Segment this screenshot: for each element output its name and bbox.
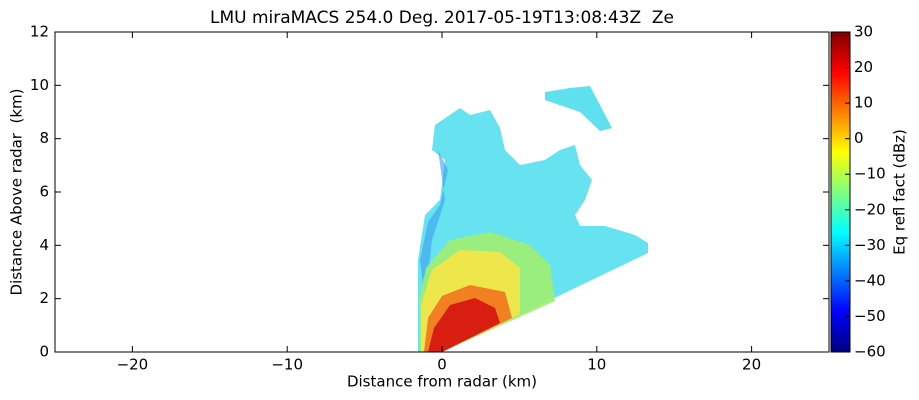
x-tick-label: −20 bbox=[117, 356, 149, 374]
colorbar-tick-label: −10 bbox=[854, 165, 886, 183]
x-axis-label: Distance from radar (km) bbox=[347, 373, 537, 391]
y-tick-label: 4 bbox=[39, 236, 49, 254]
chart-title: LMU miraMACS 254.0 Deg. 2017-05-19T13:08… bbox=[210, 8, 674, 28]
colorbar-tick-label: 0 bbox=[854, 129, 864, 147]
y-tick-label: 8 bbox=[39, 129, 49, 147]
colorbar-label: Eq refl fact (dBz) bbox=[891, 129, 909, 255]
x-tick-label: 0 bbox=[437, 356, 447, 374]
colorbar-tick-label: 30 bbox=[854, 23, 873, 41]
colorbar-tick-label: −30 bbox=[854, 236, 886, 254]
colorbar-tick-label: −40 bbox=[854, 271, 886, 289]
radar-echo-field bbox=[418, 86, 648, 352]
y-tick-label: 2 bbox=[39, 289, 49, 307]
radar-echo bbox=[420, 150, 448, 300]
colorbar-tick-label: 20 bbox=[854, 58, 873, 76]
y-tick-label: 0 bbox=[39, 343, 49, 361]
colorbar-tick-label: −60 bbox=[854, 343, 886, 361]
radar-echo bbox=[428, 298, 500, 352]
colorbar-tick-label: 10 bbox=[854, 94, 873, 112]
radar-echo bbox=[545, 86, 612, 131]
x-tick-label: 10 bbox=[587, 356, 606, 374]
y-axis-label: Distance Above radar (km) bbox=[8, 89, 26, 296]
colorbar bbox=[830, 31, 851, 353]
colorbar-tick-label: −50 bbox=[854, 307, 886, 325]
y-tick-label: 12 bbox=[30, 23, 49, 41]
y-tick-label: 10 bbox=[30, 76, 49, 94]
x-tick-label: 20 bbox=[742, 356, 761, 374]
y-tick-label: 6 bbox=[39, 183, 49, 201]
colorbar-tick-label: −20 bbox=[854, 200, 886, 218]
x-tick-label: −10 bbox=[271, 356, 303, 374]
